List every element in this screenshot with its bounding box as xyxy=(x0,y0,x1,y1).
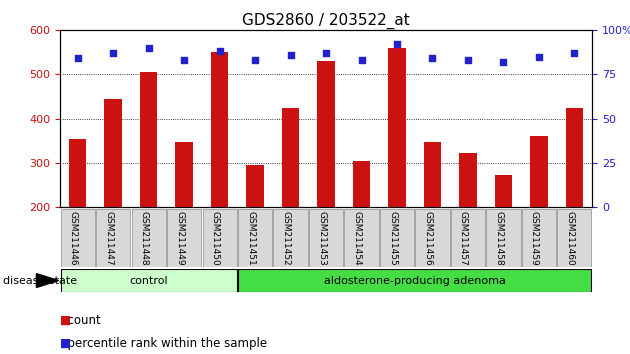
Text: GSM211457: GSM211457 xyxy=(459,211,468,266)
Point xyxy=(108,50,118,56)
Text: ■: ■ xyxy=(60,337,71,350)
Text: GSM211451: GSM211451 xyxy=(246,211,255,266)
Point xyxy=(179,57,189,63)
Text: GSM211456: GSM211456 xyxy=(423,211,432,266)
Bar xyxy=(175,142,193,207)
Bar xyxy=(210,52,229,207)
Text: GSM211450: GSM211450 xyxy=(210,211,219,266)
Text: GSM211453: GSM211453 xyxy=(317,211,326,266)
Polygon shape xyxy=(37,274,59,287)
Bar xyxy=(380,209,414,267)
Text: percentile rank within the sample: percentile rank within the sample xyxy=(60,337,267,350)
Bar xyxy=(558,209,592,267)
Text: GSM211455: GSM211455 xyxy=(388,211,397,266)
Bar xyxy=(202,209,237,267)
Text: GSM211452: GSM211452 xyxy=(282,211,290,265)
Text: disease state: disease state xyxy=(3,276,77,286)
Point xyxy=(498,59,508,65)
Bar xyxy=(132,209,166,267)
Bar xyxy=(486,209,520,267)
Bar xyxy=(60,269,237,292)
Bar xyxy=(69,138,86,207)
Bar xyxy=(459,153,477,207)
Bar xyxy=(282,108,299,207)
Bar xyxy=(167,209,201,267)
Bar xyxy=(309,209,343,267)
Bar xyxy=(353,161,370,207)
Bar xyxy=(317,61,335,207)
Bar xyxy=(96,209,130,267)
Point xyxy=(392,41,402,47)
Title: GDS2860 / 203522_at: GDS2860 / 203522_at xyxy=(242,12,410,29)
Bar xyxy=(273,209,307,267)
Text: GSM211446: GSM211446 xyxy=(69,211,77,265)
Point xyxy=(534,54,544,59)
Point xyxy=(570,50,580,56)
Point xyxy=(214,48,224,54)
Point xyxy=(463,57,473,63)
Point xyxy=(285,52,295,58)
Text: GSM211460: GSM211460 xyxy=(566,211,575,266)
Bar xyxy=(495,175,512,207)
Text: GSM211459: GSM211459 xyxy=(530,211,539,266)
Bar xyxy=(388,48,406,207)
Text: GSM211448: GSM211448 xyxy=(140,211,149,265)
Bar xyxy=(345,209,379,267)
Text: count: count xyxy=(60,314,101,327)
Text: GSM211449: GSM211449 xyxy=(175,211,184,265)
Text: aldosterone-producing adenoma: aldosterone-producing adenoma xyxy=(324,275,506,286)
Bar xyxy=(246,165,264,207)
Bar xyxy=(140,72,158,207)
Text: control: control xyxy=(129,275,168,286)
Point xyxy=(72,56,83,61)
Bar xyxy=(238,209,272,267)
Point xyxy=(357,57,367,63)
Text: ■: ■ xyxy=(60,314,71,327)
Bar xyxy=(104,99,122,207)
Text: GSM211458: GSM211458 xyxy=(495,211,503,266)
Bar xyxy=(60,209,94,267)
Bar xyxy=(566,108,583,207)
Bar xyxy=(451,209,485,267)
Text: GSM211454: GSM211454 xyxy=(353,211,362,265)
Point xyxy=(427,56,437,61)
Text: GSM211447: GSM211447 xyxy=(104,211,113,265)
Bar xyxy=(530,136,548,207)
Bar xyxy=(423,142,442,207)
Point xyxy=(144,45,154,51)
Point xyxy=(321,50,331,56)
Bar xyxy=(238,269,592,292)
Point xyxy=(250,57,260,63)
Bar xyxy=(415,209,450,267)
Bar xyxy=(522,209,556,267)
